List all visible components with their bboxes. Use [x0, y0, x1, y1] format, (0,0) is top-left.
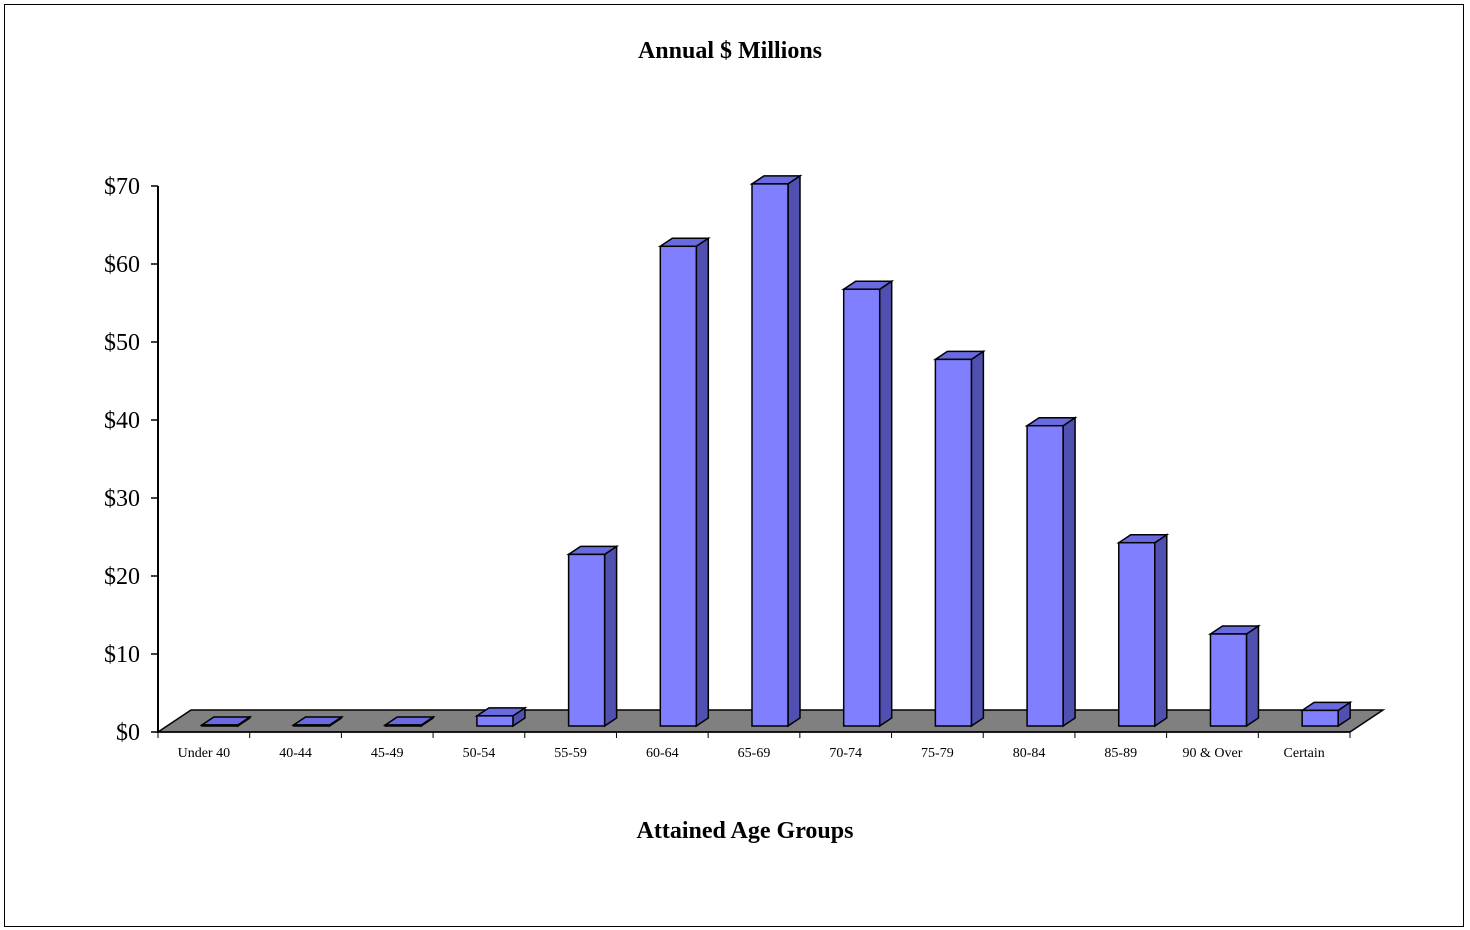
bar [749, 174, 803, 728]
bar-side [695, 236, 710, 728]
y-tick-label: $10 [104, 642, 140, 668]
x-tick-label: 45-49 [371, 746, 404, 761]
bar [1024, 416, 1078, 728]
bar-front [842, 288, 881, 727]
bar-side [970, 349, 985, 728]
bar-side [1062, 416, 1076, 728]
bar-front [201, 724, 239, 727]
x-tick-label: 55-59 [554, 746, 587, 761]
chart-frame [4, 4, 1464, 927]
y-tick-label: $0 [116, 720, 140, 746]
bar [199, 715, 253, 728]
bar-side [787, 174, 801, 728]
bar [841, 279, 895, 728]
bar [566, 544, 620, 728]
bar-front [476, 715, 514, 727]
bar-front [1118, 541, 1156, 727]
x-tick-label: 90 & Over [1183, 746, 1243, 761]
y-tick-label: $20 [104, 564, 140, 590]
bar-front [934, 358, 973, 727]
x-tick-label: 60-64 [646, 746, 679, 761]
bar-front [1026, 424, 1064, 727]
bar-front [659, 245, 698, 727]
bar-front [1301, 709, 1339, 727]
x-tick-label: 50-54 [463, 746, 496, 761]
bar [1116, 533, 1170, 728]
x-tick-label: 40-44 [279, 746, 312, 761]
bar-side [878, 279, 893, 728]
bar-front [292, 724, 331, 727]
chart-title: Annual $ Millions [637, 38, 823, 64]
bar [932, 349, 986, 728]
bar [1207, 624, 1261, 728]
bar [291, 715, 345, 728]
x-tick-label: 80-84 [1013, 746, 1046, 761]
y-tick-label: $40 [104, 408, 140, 434]
x-tick-label: Certain [1284, 746, 1325, 761]
bar [474, 706, 528, 728]
x-tick-label: 75-79 [921, 746, 954, 761]
bar-front [1209, 633, 1248, 727]
bar-front [751, 183, 789, 727]
bar-side [1245, 624, 1260, 728]
bar-side [1154, 533, 1168, 728]
y-tick-label: $60 [104, 252, 140, 278]
x-tick-label: Under 40 [178, 746, 231, 761]
bar-side [603, 544, 618, 728]
bar [1299, 700, 1353, 728]
y-tick-label: $50 [104, 330, 140, 356]
y-tick-label: $30 [104, 486, 140, 512]
x-tick-label: 85-89 [1104, 746, 1137, 761]
x-axis-label: Attained Age Groups [636, 818, 854, 844]
bar [657, 236, 711, 728]
bar [382, 715, 436, 728]
bar-front [384, 724, 422, 727]
x-tick-label: 65-69 [738, 746, 771, 761]
y-tick-label: $70 [104, 174, 140, 200]
x-tick-label: 70-74 [829, 746, 862, 761]
bar-front [567, 553, 606, 727]
